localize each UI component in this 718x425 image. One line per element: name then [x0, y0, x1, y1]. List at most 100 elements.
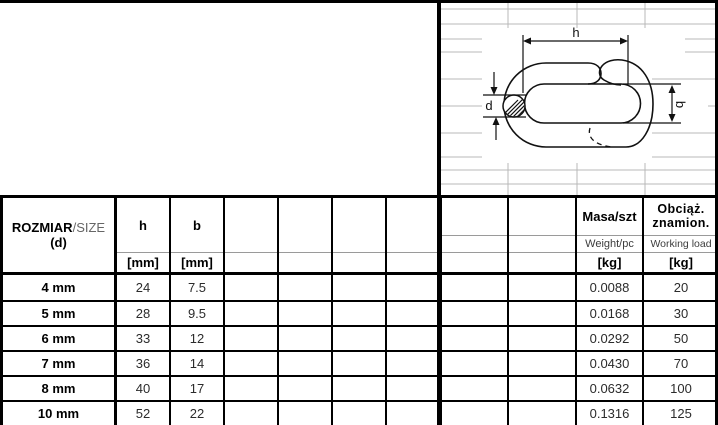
- top-border: [0, 0, 718, 3]
- header-mass-label: Masa/szt: [582, 209, 637, 224]
- row-size: 8 mm: [3, 375, 114, 400]
- row-empty: [440, 375, 507, 400]
- header-empty-6: [507, 198, 575, 275]
- row-mass: 0.0168: [575, 300, 642, 325]
- row-empty: [223, 400, 277, 425]
- header-empty-3: [331, 198, 385, 275]
- row-mass: 0.0430: [575, 350, 642, 375]
- header-load-unit: [kg]: [644, 252, 718, 272]
- row-b: 7.5: [169, 275, 223, 300]
- row-size: 10 mm: [3, 400, 114, 425]
- row-b: 14: [169, 350, 223, 375]
- row-empty: [331, 375, 385, 400]
- dim-label-b: b: [673, 101, 688, 108]
- row-load: 30: [642, 300, 718, 325]
- row-empty: [385, 375, 440, 400]
- row-mass: 0.0292: [575, 325, 642, 350]
- header-load-label: Obciąż. znamion.: [652, 202, 710, 230]
- header-load: Obciąż. znamion. Working load [kg]: [642, 198, 718, 275]
- hidden-line-dashed: [588, 127, 613, 148]
- header-load-label-en: Working load: [644, 235, 718, 252]
- row-empty: [507, 400, 575, 425]
- dimension-d: [483, 72, 526, 140]
- header-h: h [mm]: [114, 198, 169, 275]
- chain-link-diagram: h b d: [440, 0, 715, 195]
- header-empty-2: [277, 198, 331, 275]
- row-empty: [277, 375, 331, 400]
- row-empty: [507, 300, 575, 325]
- dim-label-h: h: [572, 25, 579, 40]
- row-empty: [331, 275, 385, 300]
- row-size: 4 mm: [41, 280, 76, 295]
- header-mass: Masa/szt Weight/pc [kg]: [575, 198, 642, 275]
- row-empty: [507, 375, 575, 400]
- row-empty: [331, 350, 385, 375]
- row-load: 20: [642, 275, 718, 300]
- row-size: 5 mm: [3, 300, 114, 325]
- row-empty: [507, 325, 575, 350]
- row-empty: [507, 350, 575, 375]
- row-empty: [277, 350, 331, 375]
- row-empty: [385, 300, 440, 325]
- row-h: 52: [114, 400, 169, 425]
- row-empty: [277, 400, 331, 425]
- row-empty: [385, 400, 440, 425]
- row-load: 100: [642, 375, 718, 400]
- row-empty: [440, 400, 507, 425]
- header-size-sub: (d): [50, 235, 67, 250]
- header-b-unit: [mm]: [171, 252, 223, 272]
- spec-table: ROZMIAR/SIZE (d) h [mm] b [mm] Masa/szt …: [0, 195, 718, 425]
- row-empty: [277, 275, 331, 300]
- header-empty-1: [223, 198, 277, 275]
- row-empty: [385, 325, 440, 350]
- row-size: 7 mm: [3, 350, 114, 375]
- row-mass: 0.1316: [575, 400, 642, 425]
- row-b: 9.5: [169, 300, 223, 325]
- header-b-label: b: [193, 217, 201, 233]
- diagram-panel: h b d: [440, 0, 718, 195]
- row-empty: [223, 300, 277, 325]
- row-empty: [385, 275, 440, 300]
- chain-link-outline: [503, 58, 654, 148]
- header-size: ROZMIAR/SIZE (d): [3, 198, 114, 275]
- row-empty: [223, 375, 277, 400]
- hatch-lines: [503, 95, 525, 117]
- header-mass-unit: [kg]: [577, 252, 642, 272]
- row-empty: [440, 275, 507, 300]
- row-load: 50: [642, 325, 718, 350]
- row-load: 70: [642, 350, 718, 375]
- header-h-label: h: [139, 217, 147, 233]
- row-empty: [331, 325, 385, 350]
- right-border: [715, 0, 718, 425]
- row-empty: [440, 325, 507, 350]
- row-empty: [277, 325, 331, 350]
- blank-panel: [0, 0, 437, 195]
- row-empty: [440, 350, 507, 375]
- dim-label-d: d: [485, 98, 492, 113]
- row-h: 28: [114, 300, 169, 325]
- row-empty: [331, 400, 385, 425]
- header-empty-4: [385, 198, 440, 275]
- header-mass-label-en: Weight/pc: [577, 235, 642, 252]
- header-size-label-en: /SIZE: [72, 220, 106, 235]
- row-mass: 0.0088: [575, 275, 642, 300]
- row-b: 17: [169, 375, 223, 400]
- row-empty: [223, 275, 277, 300]
- vertical-divider: [437, 0, 441, 425]
- row-load: 125: [642, 400, 718, 425]
- row-b: 12: [169, 325, 223, 350]
- dimension-b: [623, 83, 681, 124]
- header-empty-5: [440, 198, 507, 275]
- header-h-unit: [mm]: [117, 252, 169, 272]
- row-b: 22: [169, 400, 223, 425]
- row-h: 40: [114, 375, 169, 400]
- row-size: 6 mm: [3, 325, 114, 350]
- row-empty: [385, 350, 440, 375]
- row-empty: [331, 300, 385, 325]
- dimension-h: [522, 35, 629, 93]
- row-h: 24: [114, 275, 169, 300]
- row-h: 36: [114, 350, 169, 375]
- header-b: b [mm]: [169, 198, 223, 275]
- row-empty: [507, 275, 575, 300]
